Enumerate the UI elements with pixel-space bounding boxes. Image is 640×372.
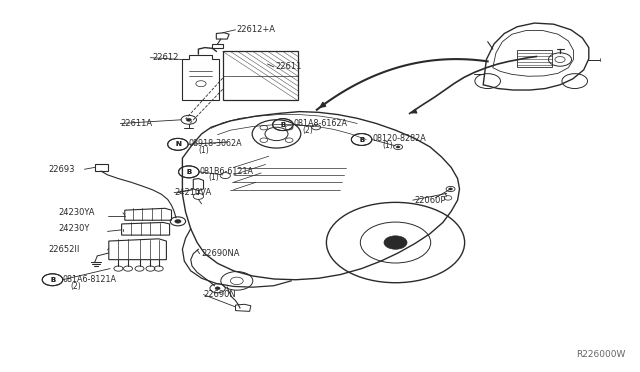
Text: (2): (2): [70, 282, 81, 291]
Text: (1): (1): [208, 173, 219, 182]
Text: 22612+A: 22612+A: [237, 25, 276, 34]
Text: 24210VA: 24210VA: [174, 188, 211, 197]
Text: 081A8-6162A: 081A8-6162A: [293, 119, 347, 128]
Text: (1): (1): [198, 146, 209, 155]
Text: 081B6-6121A: 081B6-6121A: [200, 167, 253, 176]
Text: B: B: [186, 169, 191, 175]
Text: 24230YA: 24230YA: [59, 208, 95, 217]
Text: 22652II: 22652II: [48, 246, 79, 254]
Circle shape: [186, 118, 191, 121]
Text: 22612: 22612: [152, 53, 179, 62]
Text: R226000W: R226000W: [577, 350, 626, 359]
Text: B: B: [280, 122, 285, 128]
Text: 08918-3062A: 08918-3062A: [188, 140, 242, 148]
Text: B: B: [50, 277, 55, 283]
Text: 08120-8282A: 08120-8282A: [372, 134, 426, 143]
Circle shape: [175, 219, 181, 223]
Circle shape: [449, 188, 452, 190]
Text: 22611: 22611: [275, 62, 301, 71]
Text: B: B: [359, 137, 364, 142]
Text: (1): (1): [383, 141, 394, 150]
Text: B: B: [280, 122, 285, 128]
Text: N: N: [175, 141, 181, 147]
Text: B: B: [50, 277, 55, 283]
Text: B: B: [186, 169, 191, 175]
Circle shape: [215, 287, 220, 290]
Circle shape: [384, 236, 407, 249]
Text: 22060P: 22060P: [415, 196, 446, 205]
Circle shape: [396, 146, 400, 148]
Text: 22693: 22693: [48, 165, 74, 174]
Text: (2): (2): [302, 126, 313, 135]
Text: 24230Y: 24230Y: [59, 224, 90, 233]
Text: 081A6-8121A: 081A6-8121A: [63, 275, 116, 284]
Text: B: B: [359, 137, 364, 142]
Text: N: N: [175, 141, 181, 147]
Text: 22690NA: 22690NA: [202, 249, 240, 258]
Text: 22690N: 22690N: [204, 290, 236, 299]
Text: 22611A: 22611A: [120, 119, 152, 128]
